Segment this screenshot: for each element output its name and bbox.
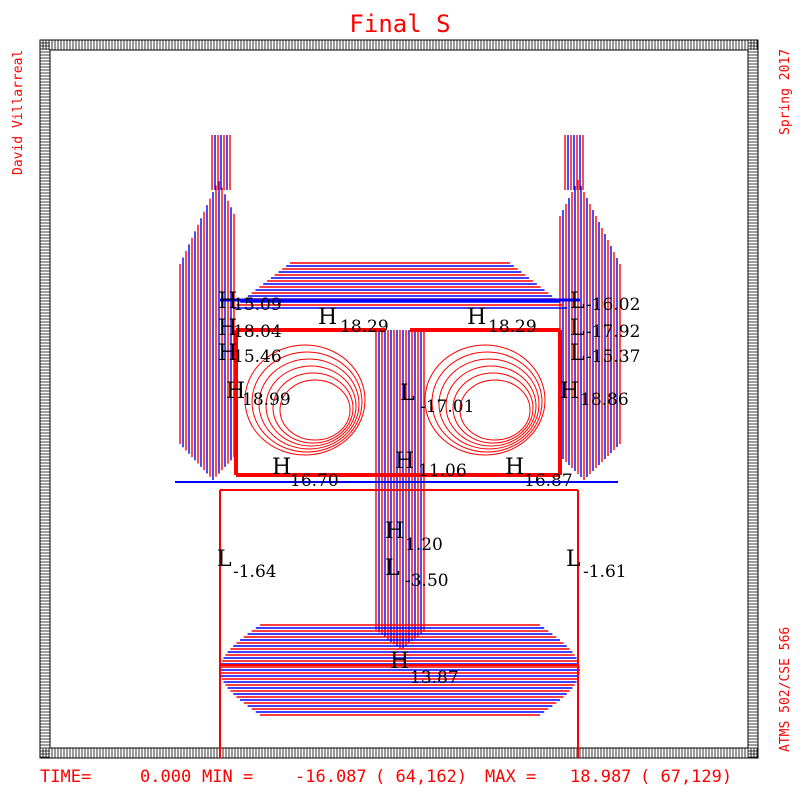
svg-text:1.20: 1.20 [405, 535, 443, 555]
extremum-label: H 18.29 [318, 305, 389, 337]
svg-text:H: H [505, 455, 524, 480]
svg-text:-1.64: -1.64 [233, 562, 277, 582]
extremum-label: L -15.37 [570, 341, 640, 367]
svg-text:18.29: 18.29 [488, 317, 537, 337]
extremum-label: H 11.06 [395, 449, 467, 481]
svg-text:H: H [272, 455, 291, 480]
svg-text:-17.92: -17.92 [586, 322, 640, 342]
svg-text:L: L [217, 547, 232, 572]
svg-text:18.04: 18.04 [233, 322, 282, 342]
time-value: 0.000 [140, 767, 191, 787]
svg-text:18.29: 18.29 [340, 317, 389, 337]
time-label: TIME= [40, 767, 91, 787]
extremum-label: H 18.86 [560, 379, 629, 410]
svg-text:L: L [570, 316, 585, 341]
svg-text:16.87: 16.87 [524, 471, 573, 491]
svg-text:18.99: 18.99 [242, 390, 291, 410]
svg-text:-17.01: -17.01 [420, 397, 474, 417]
status-line: TIME= 0.000 MIN = -16.087 ( 64,162) MAX … [40, 767, 732, 787]
svg-text:H: H [467, 305, 486, 330]
extrema-labels: H15.09 H18.04 H15.46 H18.99 H 18.29 H 18.2… [217, 289, 640, 688]
max-label: MAX = [485, 767, 536, 787]
svg-text:L: L [570, 341, 585, 366]
min-location: ( 64,162) [375, 767, 467, 787]
extremum-label: L -1.64 [217, 547, 277, 582]
svg-text:-3.50: -3.50 [405, 571, 449, 591]
course-label: ATMS 502/CSE 566 [778, 627, 793, 752]
svg-text:H: H [218, 289, 237, 314]
extremum-label: L -17.92 [570, 316, 640, 342]
max-value: 18.987 [570, 767, 631, 787]
extremum-label: H 18.29 [467, 305, 537, 337]
min-label: MIN = [202, 767, 253, 787]
chart-title: Final S [349, 10, 450, 38]
svg-text:-15.37: -15.37 [586, 347, 640, 367]
svg-text:H: H [318, 305, 337, 330]
svg-text:L: L [385, 556, 400, 581]
svg-text:-16.02: -16.02 [586, 295, 640, 315]
extremum-label: H13.87 [390, 649, 459, 688]
svg-text:L: L [566, 547, 581, 572]
term-label: Spring 2017 [778, 49, 793, 135]
extremum-label: L-17.01 [400, 381, 474, 417]
author-label: David Villarreal [11, 50, 26, 175]
svg-text:H: H [390, 649, 409, 674]
svg-text:L: L [400, 381, 415, 406]
extremum-label: H16.70 [272, 455, 339, 491]
svg-text:16.70: 16.70 [290, 471, 339, 491]
extremum-label: H18.99 [226, 379, 291, 410]
svg-text:L: L [570, 289, 585, 314]
svg-text:15.46: 15.46 [233, 347, 282, 367]
svg-text:H: H [218, 341, 237, 366]
extremum-label: H16.87 [505, 455, 573, 491]
svg-text:H: H [218, 316, 237, 341]
svg-text:11.06: 11.06 [418, 461, 467, 481]
plot-frame [39, 39, 759, 759]
svg-text:15.09: 15.09 [233, 295, 282, 315]
extremum-label: H15.46 [218, 341, 282, 367]
extremum-label: L -1.61 [566, 547, 627, 582]
svg-text:H: H [395, 449, 414, 474]
extremum-label: L -16.02 [570, 289, 640, 315]
svg-text:H: H [385, 519, 404, 544]
extremum-label: H18.04 [218, 316, 282, 342]
extremum-label: L -3.50 [385, 556, 449, 591]
svg-text:18.86: 18.86 [580, 390, 629, 410]
svg-text:-1.61: -1.61 [583, 562, 627, 582]
svg-text:H: H [226, 379, 245, 404]
svg-text:13.87: 13.87 [410, 668, 459, 688]
extremum-label: H15.09 [218, 289, 282, 315]
extremum-label: H1.20 [385, 519, 443, 555]
contour-field [175, 135, 621, 758]
min-value: -16.087 [295, 767, 367, 787]
svg-text:H: H [560, 379, 579, 404]
max-location: ( 67,129) [640, 767, 732, 787]
